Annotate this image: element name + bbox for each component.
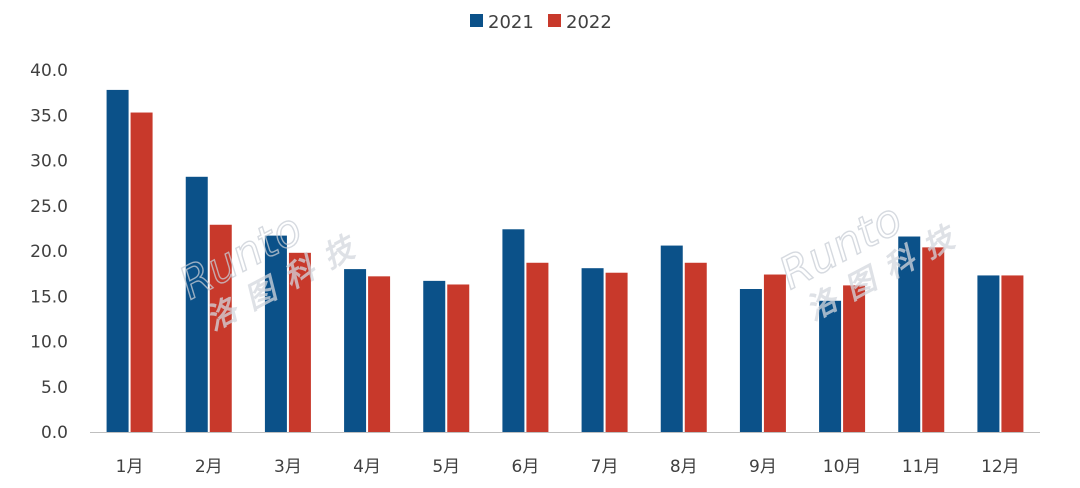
- y-tick-label: 20.0: [30, 242, 68, 262]
- y-tick-label: 40.0: [30, 61, 68, 81]
- y-tick-label: 30.0: [30, 152, 68, 172]
- bar-2022-1: [130, 112, 153, 432]
- bar-2021-8: [660, 245, 683, 432]
- bar-2021-11: [898, 236, 921, 432]
- bar-2022-6: [526, 262, 549, 432]
- legend-swatch-2021: [470, 14, 483, 27]
- x-tick-label: 8月: [670, 457, 698, 477]
- bar-2022-11: [922, 247, 945, 432]
- x-tick-label: 11月: [902, 457, 941, 477]
- bar-2022-12: [1001, 275, 1024, 432]
- bar-2022-5: [447, 284, 470, 432]
- bar-2021-1: [106, 89, 129, 432]
- legend-swatch-2022: [548, 14, 561, 27]
- bar-2021-4: [344, 269, 367, 432]
- bar-2022-10: [843, 285, 866, 432]
- bars: [106, 89, 1024, 432]
- y-tick-label: 25.0: [30, 197, 68, 217]
- legend-label-2022: 2022: [566, 12, 612, 33]
- bar-2021-6: [502, 229, 525, 432]
- bar-2022-4: [368, 276, 391, 432]
- bar-2022-8: [684, 262, 707, 432]
- bar-2022-7: [605, 272, 628, 432]
- x-tick-label: 10月: [823, 457, 862, 477]
- y-tick-label: 0.0: [41, 423, 68, 443]
- bar-2021-2: [185, 176, 208, 432]
- bar-2022-2: [209, 224, 232, 432]
- x-tick-label: 5月: [432, 457, 460, 477]
- bar-2022-9: [763, 274, 786, 432]
- legend: 2021 2022: [470, 12, 612, 33]
- bar-2021-12: [977, 275, 1000, 432]
- x-axis: 1月 2月 3月 4月 5月 6月 7月 8月 9月 10月 11月 12月: [116, 457, 1020, 477]
- x-tick-label: 12月: [981, 457, 1020, 477]
- y-tick-label: 15.0: [30, 287, 68, 307]
- bar-2021-10: [819, 300, 842, 432]
- x-tick-label: 2月: [195, 457, 223, 477]
- x-tick-label: 7月: [591, 457, 619, 477]
- bar-2021-9: [739, 289, 762, 432]
- x-tick-label: 3月: [274, 457, 302, 477]
- x-tick-label: 6月: [512, 457, 540, 477]
- bar-2021-5: [423, 280, 446, 432]
- bar-2021-7: [581, 268, 604, 432]
- legend-label-2021: 2021: [488, 12, 534, 33]
- x-tick-label: 9月: [749, 457, 777, 477]
- bar-2021-3: [264, 235, 287, 432]
- bar-2022-3: [288, 252, 311, 432]
- x-tick-label: 4月: [353, 457, 381, 477]
- y-tick-label: 35.0: [30, 106, 68, 126]
- y-axis: 0.0 5.0 10.0 15.0 20.0 25.0 30.0 35.0 40.0: [30, 61, 68, 443]
- y-tick-label: 5.0: [41, 378, 68, 398]
- y-tick-label: 10.0: [30, 333, 68, 353]
- x-tick-label: 1月: [116, 457, 144, 477]
